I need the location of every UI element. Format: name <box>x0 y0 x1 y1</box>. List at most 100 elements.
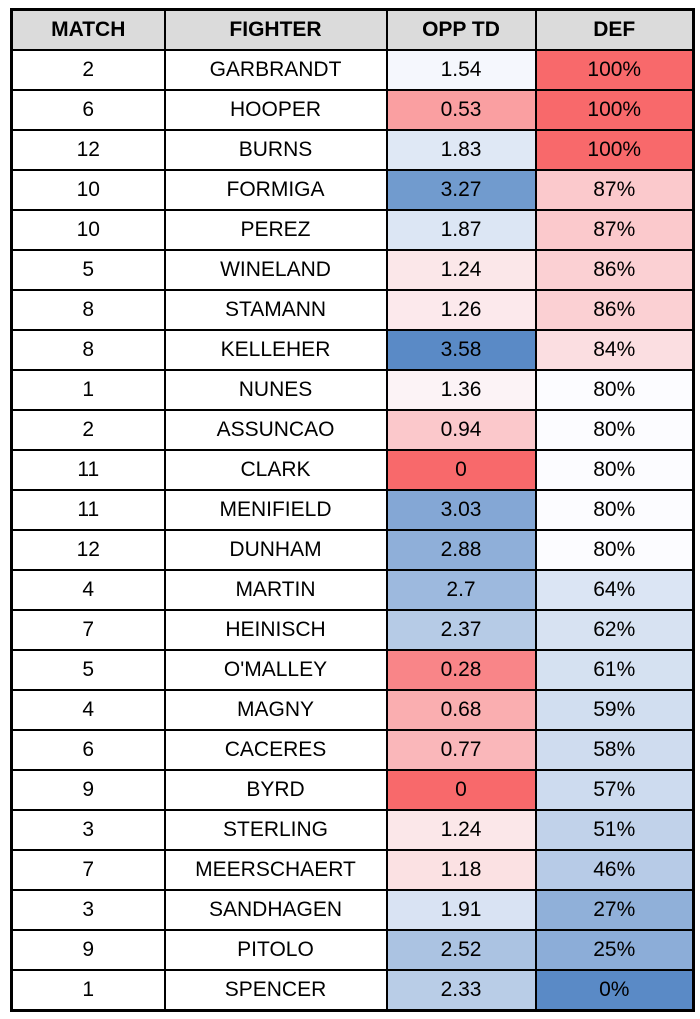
match-cell: 10 <box>10 209 166 251</box>
fighter-cell: KELLEHER <box>163 329 388 371</box>
opp-td-cell: 1.18 <box>385 849 537 891</box>
def-cell: 61% <box>534 649 695 691</box>
opp-td-cell: 1.36 <box>385 369 537 411</box>
table-row: 10 FORMIGA 3.27 87% <box>10 169 695 211</box>
match-cell: 5 <box>10 649 166 691</box>
table-row: 2 GARBRANDT 1.54 100% <box>10 49 695 91</box>
opp-td-cell: 3.03 <box>385 489 537 531</box>
def-cell: 80% <box>534 529 695 571</box>
opp-td-cell: 1.54 <box>385 49 537 91</box>
match-cell: 7 <box>10 849 166 891</box>
def-cell: 62% <box>534 609 695 651</box>
table-row: 3 SANDHAGEN 1.91 27% <box>10 889 695 931</box>
match-cell: 3 <box>10 889 166 931</box>
table-row: 11 MENIFIELD 3.03 80% <box>10 489 695 531</box>
match-cell: 9 <box>10 929 166 971</box>
match-cell: 6 <box>10 89 166 131</box>
table-row: 12 BURNS 1.83 100% <box>10 129 695 171</box>
opp-td-cell: 1.87 <box>385 209 537 251</box>
table-row: 5 O'MALLEY 0.28 61% <box>10 649 695 691</box>
def-cell: 46% <box>534 849 695 891</box>
column-header-fighter: FIGHTER <box>163 8 388 51</box>
match-cell: 4 <box>10 689 166 731</box>
table-row: 12 DUNHAM 2.88 80% <box>10 529 695 571</box>
table-row: 1 SPENCER 2.33 0% <box>10 969 695 1012</box>
match-cell: 8 <box>10 289 166 331</box>
match-cell: 9 <box>10 769 166 811</box>
opp-td-cell: 1.26 <box>385 289 537 331</box>
fighter-cell: CACERES <box>163 729 388 771</box>
fighter-cell: FORMIGA <box>163 169 388 211</box>
fighter-cell: PEREZ <box>163 209 388 251</box>
header-row: MATCH FIGHTER OPP TD DEF <box>10 8 695 51</box>
def-cell: 87% <box>534 169 695 211</box>
table-row: 5 WINELAND 1.24 86% <box>10 249 695 291</box>
fighter-cell: PITOLO <box>163 929 388 971</box>
table-body: 2 GARBRANDT 1.54 100% 6 HOOPER 0.53 100% 12 BURNS… <box>10 49 695 1012</box>
match-cell: 12 <box>10 529 166 571</box>
table-row: 7 HEINISCH 2.37 62% <box>10 609 695 651</box>
opp-td-cell: 0.94 <box>385 409 537 451</box>
table-row: 9 PITOLO 2.52 25% <box>10 929 695 971</box>
fighter-cell: NUNES <box>163 369 388 411</box>
def-cell: 59% <box>534 689 695 731</box>
match-cell: 4 <box>10 569 166 611</box>
fighter-stats-table: MATCH FIGHTER OPP TD DEF 2 GARBRANDT 1.54 1… <box>10 8 695 1012</box>
fighter-cell: WINELAND <box>163 249 388 291</box>
opp-td-cell: 2.88 <box>385 529 537 571</box>
opp-td-cell: 1.24 <box>385 249 537 291</box>
def-cell: 80% <box>534 369 695 411</box>
table-row: 8 STAMANN 1.26 86% <box>10 289 695 331</box>
def-cell: 0% <box>534 969 695 1012</box>
def-cell: 27% <box>534 889 695 931</box>
table-row: 1 NUNES 1.36 80% <box>10 369 695 411</box>
def-cell: 25% <box>534 929 695 971</box>
match-cell: 6 <box>10 729 166 771</box>
fighter-cell: O'MALLEY <box>163 649 388 691</box>
def-cell: 86% <box>534 289 695 331</box>
match-cell: 8 <box>10 329 166 371</box>
table-row: 4 MARTIN 2.7 64% <box>10 569 695 611</box>
opp-td-cell: 1.83 <box>385 129 537 171</box>
fighter-cell: MARTIN <box>163 569 388 611</box>
fighter-cell: SANDHAGEN <box>163 889 388 931</box>
fighter-cell: STERLING <box>163 809 388 851</box>
table-row: 3 STERLING 1.24 51% <box>10 809 695 851</box>
match-cell: 5 <box>10 249 166 291</box>
opp-td-cell: 3.58 <box>385 329 537 371</box>
fighter-cell: HEINISCH <box>163 609 388 651</box>
match-cell: 3 <box>10 809 166 851</box>
table-row: 6 CACERES 0.77 58% <box>10 729 695 771</box>
opp-td-cell: 0.53 <box>385 89 537 131</box>
def-cell: 51% <box>534 809 695 851</box>
match-cell: 2 <box>10 49 166 91</box>
def-cell: 80% <box>534 449 695 491</box>
match-cell: 10 <box>10 169 166 211</box>
opp-td-cell: 0.28 <box>385 649 537 691</box>
fighter-cell: ASSUNCAO <box>163 409 388 451</box>
fighter-cell: BURNS <box>163 129 388 171</box>
opp-td-cell: 2.52 <box>385 929 537 971</box>
opp-td-cell: 1.24 <box>385 809 537 851</box>
opp-td-cell: 0 <box>385 769 537 811</box>
fighter-cell: SPENCER <box>163 969 388 1012</box>
table-row: 11 CLARK 0 80% <box>10 449 695 491</box>
table-row: 6 HOOPER 0.53 100% <box>10 89 695 131</box>
opp-td-cell: 2.33 <box>385 969 537 1012</box>
def-cell: 100% <box>534 129 695 171</box>
def-cell: 80% <box>534 489 695 531</box>
opp-td-cell: 0.77 <box>385 729 537 771</box>
def-cell: 100% <box>534 49 695 91</box>
def-cell: 87% <box>534 209 695 251</box>
fighter-cell: HOOPER <box>163 89 388 131</box>
table-row: 4 MAGNY 0.68 59% <box>10 689 695 731</box>
opp-td-cell: 2.37 <box>385 609 537 651</box>
opp-td-cell: 3.27 <box>385 169 537 211</box>
match-cell: 11 <box>10 449 166 491</box>
opp-td-cell: 1.91 <box>385 889 537 931</box>
table-row: 8 KELLEHER 3.58 84% <box>10 329 695 371</box>
column-header-opp-td: OPP TD <box>385 8 537 51</box>
fighter-cell: MENIFIELD <box>163 489 388 531</box>
match-cell: 1 <box>10 969 166 1012</box>
